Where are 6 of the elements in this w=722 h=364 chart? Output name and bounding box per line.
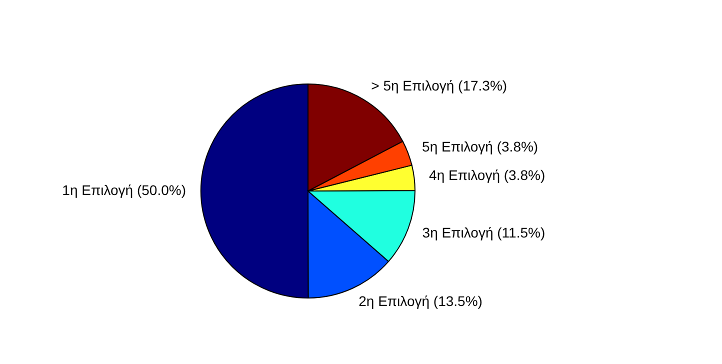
slice-label: 1η Επιλογή (50.0%) (62, 182, 186, 198)
slice-label: 4η Επιλογή (3.8%) (429, 166, 546, 183)
slice-label: 3η Επιλογή (11.5%) (422, 224, 546, 241)
slice-label: 2η Επιλογή (13.5%) (358, 293, 482, 310)
slice-label: 5η Επιλογή (3.8%) (422, 138, 538, 155)
slice-label: > 5η Επιλογή (17.3%) (371, 78, 508, 94)
